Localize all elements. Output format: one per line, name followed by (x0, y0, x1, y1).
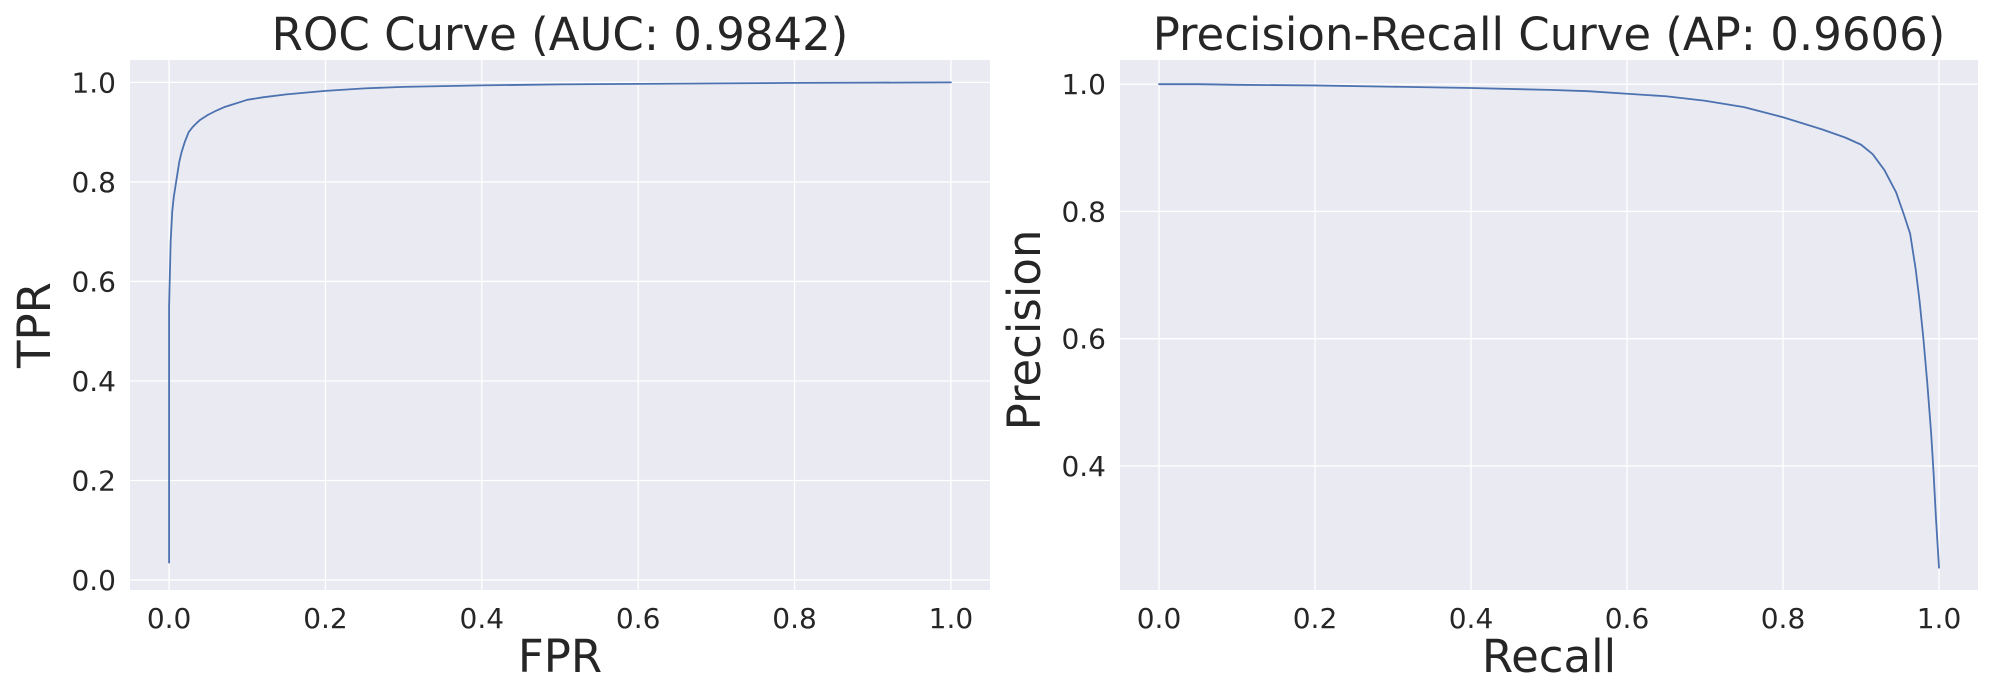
roc-y-tick-label: 0.8 (71, 166, 116, 199)
roc-chart-title: ROC Curve (AUC: 0.9842) (272, 8, 849, 61)
pr-curve-line (1158, 83, 1940, 569)
roc-y-tick-label: 0.4 (71, 365, 116, 398)
roc-y-tick-label: 0.0 (71, 564, 116, 597)
roc-y-axis-label: TPR (8, 282, 61, 369)
pr-x-tick-label: 0.8 (1761, 602, 1806, 635)
precision-recall-chart: 0.0 0.2 0.4 0.6 0.8 1.0 0.4 0.6 0.8 1.0 Precision-… (998, 8, 1978, 683)
pr-y-axis-label: Precision (998, 230, 1051, 431)
roc-y-tick-label: 0.2 (71, 465, 116, 498)
roc-x-tick-label: 0.2 (303, 602, 348, 635)
roc-x-axis-label: FPR (518, 630, 602, 683)
roc-chart: 0.0 0.2 0.4 0.6 0.8 1.0 0.0 0.2 0.4 0.6 0.8 1.0 ROC … (8, 8, 990, 683)
roc-x-tick-label: 0.8 (772, 602, 817, 635)
pr-plot-area (1120, 60, 1978, 590)
roc-x-tick-label: 1.0 (929, 602, 974, 635)
pr-y-tick-label: 0.8 (1061, 195, 1106, 228)
pr-x-tick-label: 0.0 (1137, 602, 1182, 635)
roc-curve-line (168, 81, 952, 564)
roc-x-tick-label: 0.4 (460, 602, 505, 635)
pr-x-tick-label: 1.0 (1917, 602, 1962, 635)
roc-plot-area (130, 60, 990, 590)
roc-x-tick-label: 0.6 (616, 602, 661, 635)
pr-x-tick-label: 0.6 (1605, 602, 1650, 635)
pr-y-tick-label: 0.6 (1061, 323, 1106, 356)
roc-y-tick-label: 0.6 (71, 265, 116, 298)
pr-y-tick-label: 0.4 (1061, 450, 1106, 483)
pr-chart-title: Precision-Recall Curve (AP: 0.9606) (1153, 8, 1946, 61)
pr-y-tick-label: 1.0 (1061, 68, 1106, 101)
pr-x-axis-label: Recall (1482, 630, 1616, 683)
roc-x-tick-label: 0.0 (147, 602, 192, 635)
roc-y-tick-label: 1.0 (71, 66, 116, 99)
pr-x-tick-label: 0.4 (1449, 602, 1494, 635)
pr-x-tick-label: 0.2 (1293, 602, 1338, 635)
